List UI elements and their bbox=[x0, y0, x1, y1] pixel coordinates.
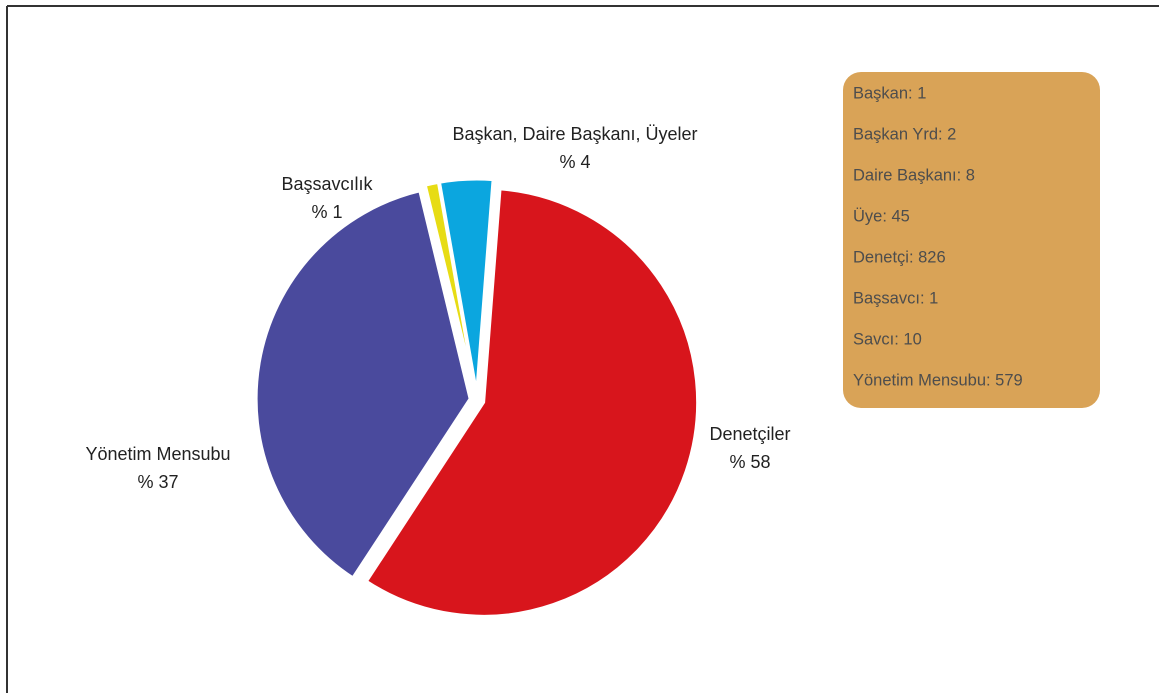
info-item: Yönetim Mensubu: 579 bbox=[853, 371, 1023, 389]
info-item: Başkan: 1 bbox=[853, 84, 926, 102]
slice-value-label: % 4 bbox=[559, 152, 590, 172]
slice-label: Başkan, Daire Başkanı, Üyeler bbox=[452, 124, 697, 144]
info-box bbox=[843, 72, 1100, 408]
slice-value-label: % 37 bbox=[137, 472, 178, 492]
slice-label: Denetçiler bbox=[709, 424, 790, 444]
slice-value-label: % 1 bbox=[311, 202, 342, 222]
info-item: Başsavcı: 1 bbox=[853, 289, 938, 307]
pie-slice bbox=[423, 180, 478, 394]
pie-slice bbox=[364, 187, 700, 618]
slice-value-label: % 58 bbox=[729, 452, 770, 472]
slice-label: Başsavcılık bbox=[281, 174, 373, 194]
info-item: Denetçi: 826 bbox=[853, 248, 946, 266]
info-item: Daire Başkanı: 8 bbox=[853, 166, 975, 184]
info-item: Üye: 45 bbox=[853, 207, 910, 225]
info-item: Başkan Yrd: 2 bbox=[853, 125, 956, 143]
info-item: Savcı: 10 bbox=[853, 330, 922, 348]
pie-slice bbox=[254, 188, 472, 580]
slice-label: Yönetim Mensubu bbox=[85, 444, 230, 464]
